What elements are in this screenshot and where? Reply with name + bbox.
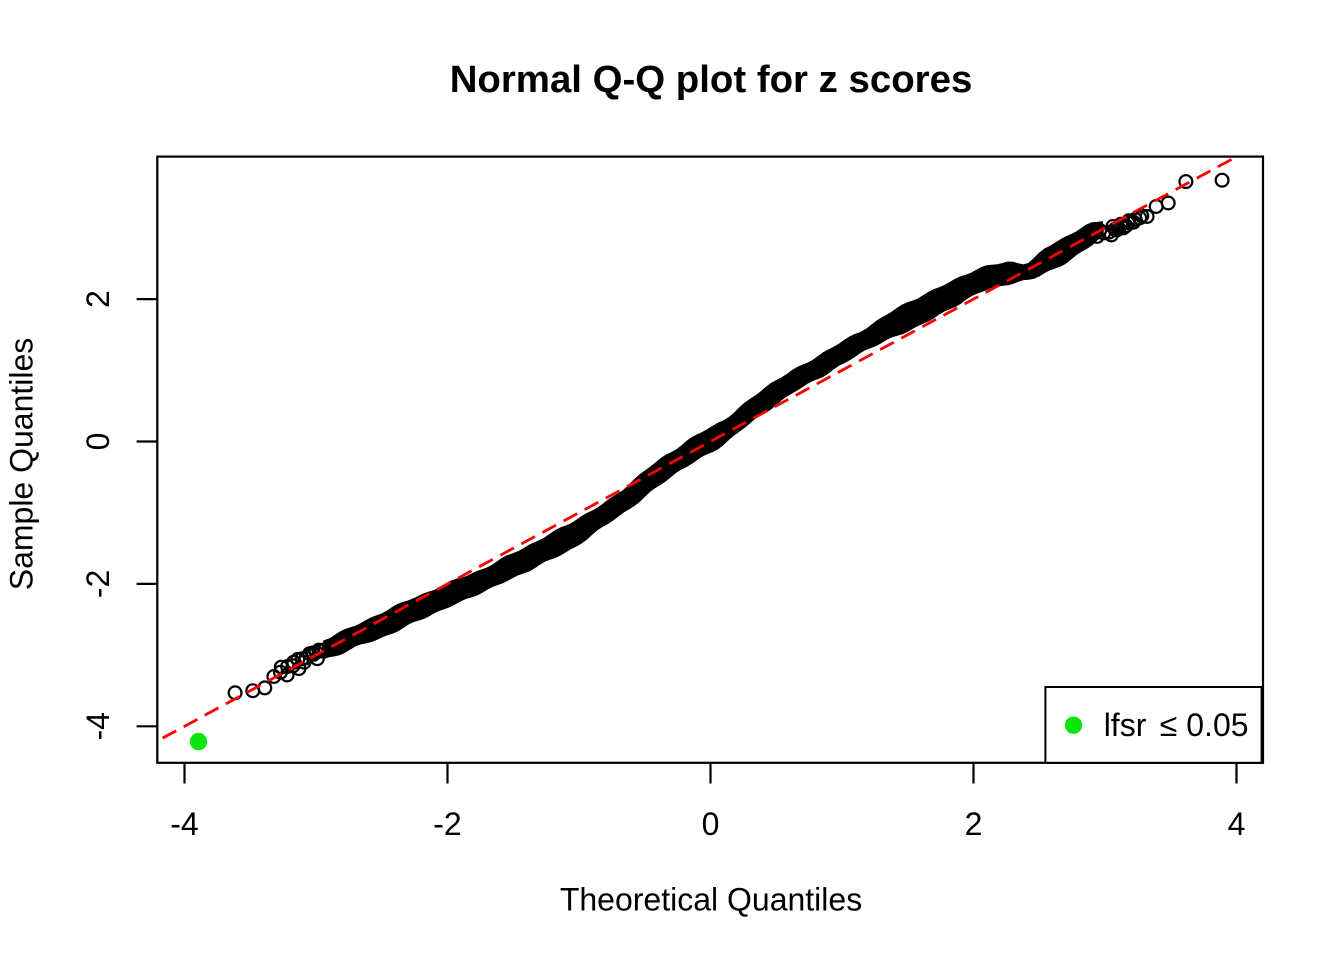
svg-text:-4: -4	[170, 806, 198, 842]
svg-text:4: 4	[1228, 806, 1246, 842]
svg-text:Normal Q-Q plot for z scores: Normal Q-Q plot for z scores	[450, 58, 973, 101]
svg-text:2: 2	[965, 806, 983, 842]
svg-text:0: 0	[80, 433, 116, 451]
svg-text:-2: -2	[80, 570, 116, 598]
svg-text:-4: -4	[80, 712, 116, 740]
svg-text:Sample Quantiles: Sample Quantiles	[4, 338, 40, 591]
svg-text:-2: -2	[433, 806, 461, 842]
svg-text:2: 2	[80, 290, 116, 308]
svg-text:≤ 0.05: ≤ 0.05	[1160, 707, 1249, 743]
svg-text:0: 0	[702, 806, 720, 842]
svg-text:lfsr: lfsr	[1104, 707, 1147, 743]
svg-text:Theoretical Quantiles: Theoretical Quantiles	[560, 881, 862, 917]
